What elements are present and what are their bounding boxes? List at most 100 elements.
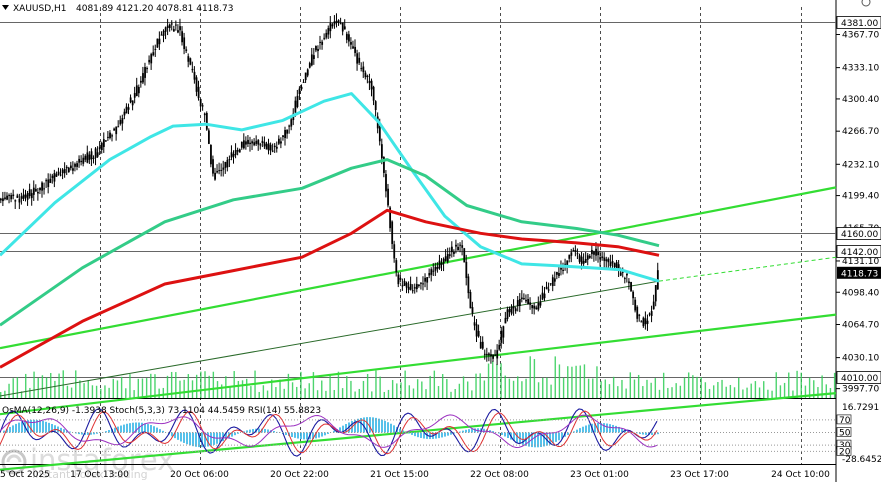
candle-body — [585, 259, 587, 263]
candle-body — [142, 73, 144, 82]
candle-body — [542, 293, 544, 300]
osma-bar — [387, 422, 389, 432]
volume-bar — [421, 381, 422, 398]
volume-bar — [121, 377, 122, 398]
volume-bar — [796, 371, 797, 398]
volume-bar — [150, 374, 151, 398]
volume-bar — [221, 384, 222, 398]
volume-bar — [534, 359, 535, 398]
osma-bar — [609, 424, 611, 432]
osma-bar — [264, 429, 266, 433]
candle-body — [340, 23, 342, 24]
candle-body — [208, 130, 210, 143]
osma-bar — [192, 433, 194, 447]
volume-bar — [580, 366, 581, 398]
volume-bar — [434, 371, 435, 398]
candle-body — [173, 29, 175, 31]
candle-body — [537, 303, 539, 310]
volume-bar — [505, 376, 506, 398]
candle-body — [362, 67, 364, 73]
candle-body — [58, 172, 60, 175]
candle-body — [266, 144, 268, 150]
osma-bar — [153, 426, 155, 432]
candle-body — [334, 21, 336, 24]
volume-bar — [638, 375, 639, 398]
candle-body — [229, 159, 231, 160]
volume-bar — [555, 356, 556, 398]
candle-body — [490, 354, 492, 356]
osma-bar — [123, 425, 125, 433]
candle-body — [169, 25, 171, 28]
candle-body — [577, 253, 579, 254]
osma-bar — [414, 433, 416, 437]
volume-bar — [29, 388, 30, 398]
candle-body — [12, 195, 14, 196]
volume-bar — [146, 378, 147, 398]
candle-body — [562, 270, 564, 271]
volume-bar — [100, 389, 101, 398]
candle-body — [262, 141, 264, 143]
candle-body — [231, 152, 233, 157]
volume-bar — [217, 381, 218, 398]
candle-body — [457, 247, 459, 250]
volume-bar — [675, 383, 676, 398]
candle-body — [519, 299, 521, 306]
candle-body — [579, 255, 581, 262]
volume-bar — [71, 388, 72, 398]
candle-body — [395, 260, 397, 272]
osma-bar — [150, 425, 152, 432]
candle-body — [39, 188, 41, 191]
candle-body — [459, 245, 461, 246]
volume-bar — [284, 389, 285, 398]
candle-body — [593, 251, 595, 254]
candle-body — [422, 283, 424, 284]
volume-bar — [54, 381, 55, 398]
candle-body — [360, 68, 362, 69]
candle-body — [161, 35, 163, 36]
candle-body — [274, 146, 276, 147]
candle-body — [315, 46, 317, 50]
volume-bar — [67, 386, 68, 398]
time-tick-label: 17 Oct 13:00 — [70, 470, 129, 480]
candle-body — [159, 39, 161, 44]
candle-body — [414, 287, 416, 288]
candle-body — [282, 135, 284, 137]
volume-bar — [400, 382, 401, 398]
volume-bar — [826, 384, 827, 398]
volume-bar — [709, 389, 710, 398]
candle-body — [626, 274, 628, 276]
volume-bar — [79, 380, 80, 398]
volume-bar — [417, 379, 418, 398]
candle-body — [103, 139, 105, 147]
osma-bar — [390, 424, 392, 433]
candle-body — [41, 183, 43, 191]
candle-body — [350, 42, 352, 45]
candle-body — [612, 261, 614, 263]
volume-bar — [33, 372, 34, 398]
candle-body — [344, 26, 346, 29]
candle-body — [369, 81, 371, 83]
volume-bar — [696, 377, 697, 398]
candle-body — [533, 306, 535, 309]
candle-body — [581, 257, 583, 264]
volume-bar — [592, 378, 593, 398]
candle-body — [299, 89, 301, 94]
candle-body — [247, 140, 249, 144]
volume-bar — [125, 388, 126, 398]
volume-bar — [605, 380, 606, 398]
candle-body — [385, 174, 387, 191]
candle-body — [445, 256, 447, 261]
candle-body — [317, 49, 319, 51]
candle-body — [599, 257, 601, 259]
volume-bar — [263, 385, 264, 398]
candle-body — [325, 33, 327, 38]
volume-bar — [229, 387, 230, 398]
osma-bar — [114, 428, 116, 433]
candle-body — [0, 199, 2, 201]
candle-body — [474, 322, 476, 325]
candle-body — [509, 309, 511, 312]
candle-body — [461, 245, 463, 248]
candle-body — [97, 152, 99, 156]
